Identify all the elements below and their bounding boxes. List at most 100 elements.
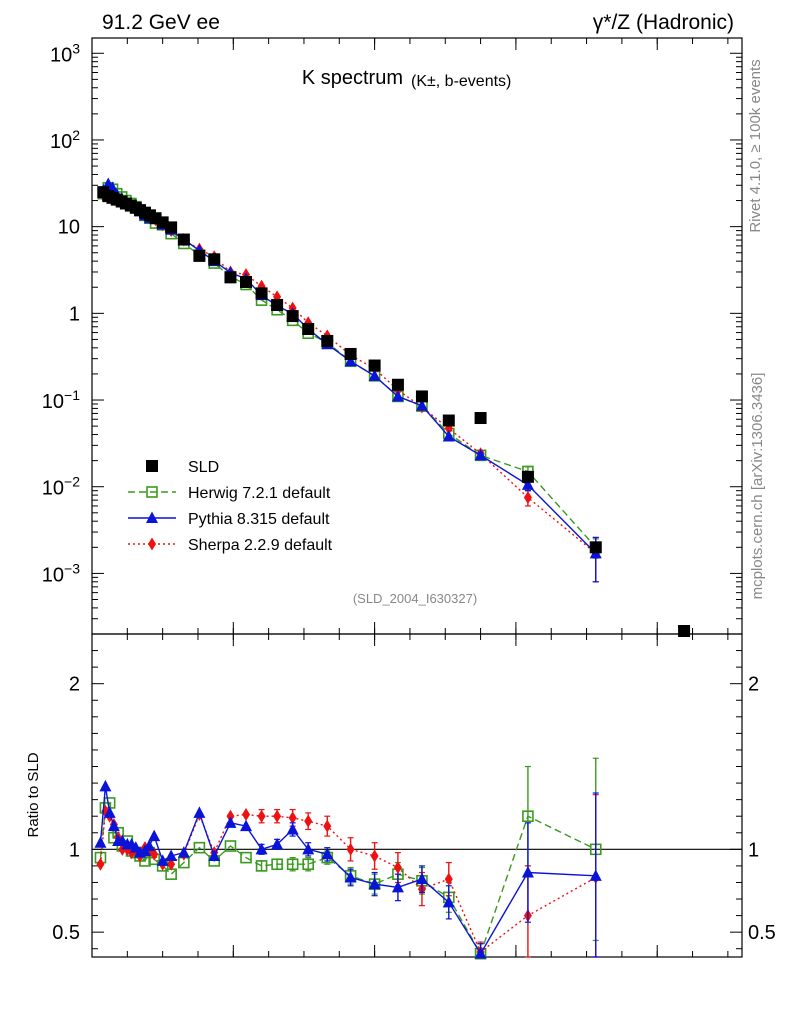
ratio-pythia-point bbox=[94, 836, 107, 848]
main-pythia-point bbox=[442, 429, 455, 442]
ratio-pythia-point bbox=[391, 880, 404, 893]
main-y-tick-base: 10 bbox=[50, 131, 72, 153]
main-data-point bbox=[415, 390, 428, 403]
legend-pythia-label: Pythia 8.315 default bbox=[188, 511, 330, 528]
main-y-tick-label: 102 bbox=[50, 127, 80, 153]
main-y-tick-label: 10−2 bbox=[42, 474, 80, 500]
ratio-sherpa-point bbox=[257, 809, 266, 823]
ratio-pythia-point bbox=[156, 854, 169, 866]
main-y-tick-label: 103 bbox=[50, 40, 80, 66]
ratio-herwig-point bbox=[286, 858, 299, 871]
ratio-pythia-point bbox=[148, 829, 161, 842]
ratio-sherpa-point bbox=[226, 809, 235, 823]
main-data-point bbox=[255, 287, 268, 300]
ratio-sherpa-point bbox=[96, 857, 105, 871]
main-y-tick-exponent: 3 bbox=[72, 40, 80, 56]
main-y-tick-exponent: −2 bbox=[64, 474, 80, 490]
main-sherpa-line bbox=[102, 188, 597, 554]
main-data-point bbox=[391, 378, 404, 391]
main-data-point bbox=[321, 334, 334, 347]
header-energy-label: 91.2 GeV ee bbox=[102, 11, 220, 34]
legend-data-label: SLD bbox=[188, 459, 219, 476]
main-data-point bbox=[177, 233, 190, 246]
main-data-point bbox=[193, 249, 206, 262]
ratio-pythia-point bbox=[165, 849, 178, 861]
ratio-y-tick-label: 2 bbox=[69, 674, 80, 696]
ratio-pythia-point bbox=[321, 847, 334, 860]
main-data-point bbox=[344, 347, 357, 360]
main-pythia-point bbox=[474, 448, 487, 461]
legend-data-marker bbox=[146, 460, 158, 472]
ratio-herwig-point bbox=[193, 841, 206, 854]
main-plot-title: K spectrum bbox=[302, 67, 403, 89]
ratio-pythia-point bbox=[442, 895, 455, 908]
legend-pythia-marker bbox=[146, 511, 158, 523]
ratio-sherpa-point bbox=[346, 842, 355, 856]
ratio-pythia-point bbox=[177, 846, 190, 858]
main-data-point bbox=[224, 271, 237, 284]
ratio-plot-frame bbox=[91, 633, 743, 958]
main-data-point bbox=[240, 275, 253, 288]
analysis-tag: (SLD_2004_I630327) bbox=[353, 591, 477, 606]
main-pythia-point bbox=[391, 389, 404, 402]
ratio-pythia-point bbox=[474, 947, 487, 959]
ratio-y-axis-label: Ratio to SLD bbox=[25, 752, 42, 837]
main-y-tick-base: 10 bbox=[50, 44, 72, 66]
ratio-pythia-point bbox=[240, 819, 253, 832]
rivet-version-label: Rivet 4.1.0, ≥ 100k events bbox=[747, 59, 764, 232]
ratio-y-tick-label: 1 bbox=[69, 839, 80, 861]
ratio-sherpa-point bbox=[370, 849, 379, 863]
main-data-point bbox=[302, 322, 315, 335]
main-data-point bbox=[271, 298, 284, 311]
ratio-pythia-point bbox=[143, 839, 156, 852]
legend-sherpa-label: Sherpa 2.2.9 default bbox=[188, 537, 333, 554]
ratio-herwig-point bbox=[522, 810, 534, 823]
main-herwig-line bbox=[102, 187, 597, 548]
main-y-tick-label: 10−3 bbox=[42, 560, 80, 586]
ratio-pythia-point bbox=[107, 819, 120, 832]
main-y-tick-base: 10 bbox=[42, 478, 64, 500]
ratio-herwig-point bbox=[240, 851, 252, 864]
main-data-point bbox=[678, 625, 691, 637]
main-y-tick-exponent: 2 bbox=[72, 127, 80, 143]
legend: SLD Herwig 7.2.1 default Pythia 8.315 defa… bbox=[128, 459, 333, 554]
ratio-y-tick-label-right: 0.5 bbox=[748, 922, 776, 944]
main-y-tick-base: 10 bbox=[42, 391, 64, 413]
legend-sherpa-marker bbox=[148, 537, 156, 551]
ratio-sherpa-point bbox=[150, 847, 159, 861]
main-data-point bbox=[442, 414, 455, 427]
main-data-point bbox=[368, 359, 381, 372]
ratio-pythia-point bbox=[208, 849, 221, 861]
ratio-pythia-point bbox=[255, 842, 268, 855]
ratio-plot-area: 2 2 1 1 0.5 0.5 bbox=[52, 633, 776, 960]
main-y-tick-label: 10 bbox=[58, 217, 80, 239]
ratio-pythia-point bbox=[224, 816, 237, 828]
legend-herwig-marker bbox=[146, 486, 158, 498]
header-process-label: γ*/Z (Hadronic) bbox=[593, 11, 734, 34]
main-y-tick-base: 10 bbox=[42, 564, 64, 586]
ratio-pythia-point bbox=[589, 869, 602, 881]
ratio-pythia-point bbox=[302, 842, 315, 855]
ratio-pythia-point bbox=[286, 822, 299, 835]
ratio-pythia-point bbox=[99, 779, 112, 792]
ratio-pythia-point bbox=[368, 877, 381, 890]
ratio-herwig-point bbox=[224, 840, 237, 852]
main-y-tick-label: 10−1 bbox=[42, 387, 80, 413]
main-sherpa-point bbox=[523, 491, 532, 505]
ratio-pythia-point bbox=[193, 806, 206, 818]
ratio-pythia-point bbox=[521, 866, 534, 878]
main-data-point bbox=[474, 412, 487, 425]
mcplots-label: mcplots.cern.ch [arXiv:1306.3436] bbox=[749, 373, 766, 600]
ratio-pythia-point bbox=[415, 872, 428, 885]
ratio-sherpa-point bbox=[242, 808, 251, 822]
main-plot-subtitle: (K±, b-events) bbox=[411, 73, 511, 90]
main-y-tick-exponent: −3 bbox=[64, 560, 80, 576]
main-data-point bbox=[165, 221, 178, 234]
main-data-point bbox=[521, 470, 534, 483]
ratio-y-tick-label: 0.5 bbox=[52, 922, 80, 944]
ratio-sherpa-point bbox=[288, 811, 297, 825]
ratio-herwig-point bbox=[255, 860, 268, 872]
legend-herwig-label: Herwig 7.2.1 default bbox=[188, 485, 331, 502]
